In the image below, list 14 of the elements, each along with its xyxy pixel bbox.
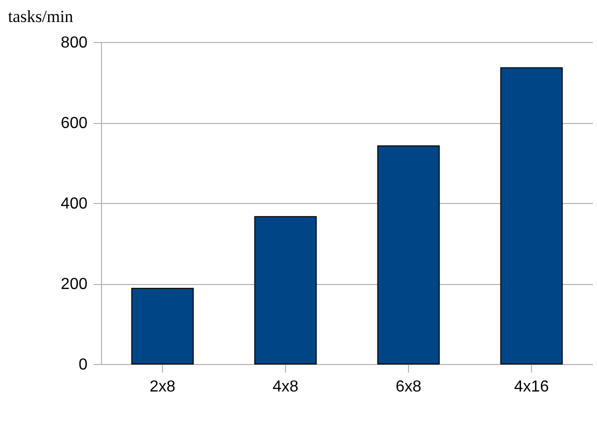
bar [254,216,317,364]
y-tick-label: 800 [60,34,88,52]
y-tick-label: 0 [78,356,88,374]
bar [131,288,194,364]
bar [377,145,440,364]
bar [500,67,563,364]
x-tick-label: 4x16 [514,378,549,396]
y-tick-label: 200 [60,276,88,293]
y-tick-label: 400 [60,196,88,212]
y-axis-title: tasks/min [8,7,74,26]
x-tick-label: 4x8 [272,378,298,396]
y-tick-label: 600 [60,115,88,132]
x-tick-label: 2x8 [150,378,176,396]
x-tick-label: 6x8 [396,378,422,396]
